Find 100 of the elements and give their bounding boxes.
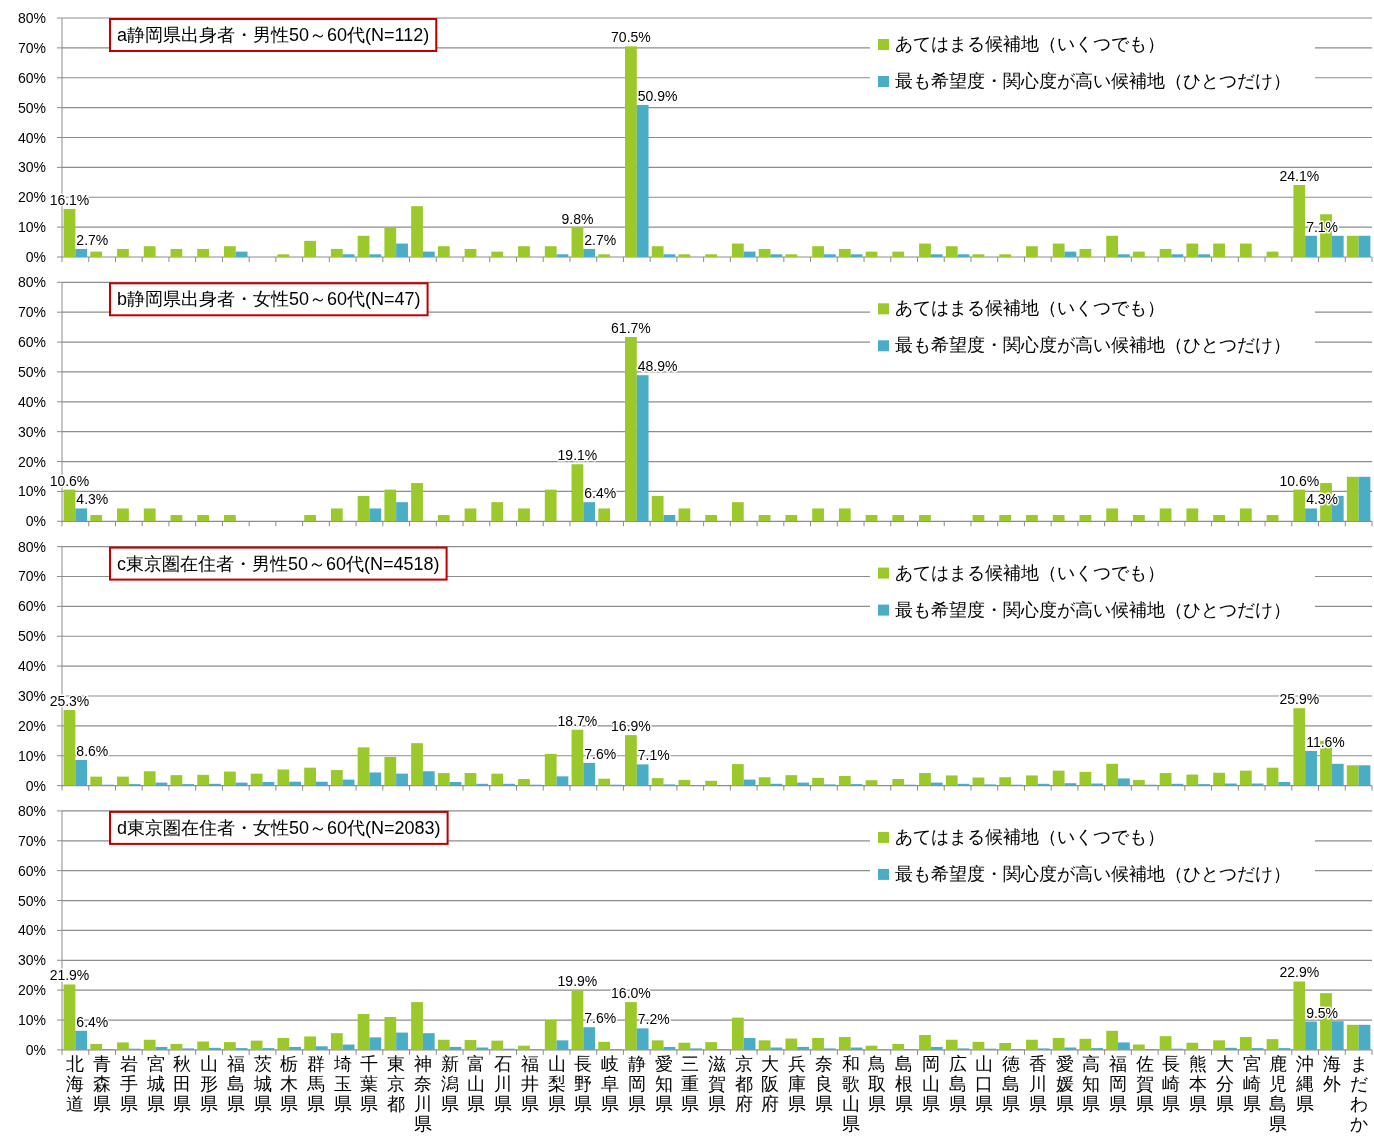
bar: [892, 1043, 905, 1050]
bar: [1026, 246, 1038, 257]
chart-title: b静岡県出身者・女性50～60代(N=47): [117, 289, 421, 310]
bar: [1052, 515, 1065, 522]
x-tick-label: 東京都: [387, 1053, 406, 1114]
bar: [812, 1037, 824, 1050]
data-label: 7.1%: [637, 747, 670, 764]
bar: [1106, 508, 1119, 522]
bar: [1198, 254, 1210, 257]
bar: [63, 984, 76, 1050]
bar: [1346, 1024, 1359, 1050]
bar: [90, 251, 103, 257]
y-tick-label: 70%: [17, 304, 46, 321]
bar: [250, 1040, 263, 1050]
chart-title: c東京圏在住者・男性50～60代(N=4518): [117, 553, 440, 574]
bar: [1266, 1039, 1279, 1050]
bar: [143, 1039, 156, 1050]
bar: [491, 502, 504, 522]
x-tick-label: 岡山県: [921, 1053, 940, 1114]
bar: [357, 235, 370, 257]
data-label: 6.4%: [76, 1013, 109, 1030]
data-label: 48.9%: [637, 358, 678, 375]
bar: [850, 254, 863, 257]
bar: [930, 254, 943, 257]
y-tick-label: 10%: [17, 483, 46, 500]
bar: [758, 777, 771, 786]
bar: [411, 743, 423, 786]
x-tick-label: 岐阜県: [601, 1053, 620, 1114]
bar: [330, 1033, 343, 1050]
bar: [1305, 508, 1317, 522]
bar: [1186, 243, 1199, 257]
y-tick-label: 60%: [17, 598, 46, 615]
y-tick-label: 80%: [17, 802, 46, 819]
bar: [945, 246, 958, 257]
bar: [678, 779, 691, 786]
bar: [90, 515, 103, 522]
legend-label: あてはまる候補地（いくつでも）: [895, 562, 1165, 583]
bar: [999, 1043, 1012, 1050]
bar: [731, 764, 744, 786]
bar: [464, 508, 477, 522]
bar: [838, 1037, 851, 1050]
data-label: 70.5%: [611, 29, 651, 46]
y-tick-label: 60%: [17, 334, 46, 351]
data-label: 7.2%: [637, 1011, 670, 1028]
bar: [1213, 772, 1225, 786]
bar: [731, 502, 744, 522]
x-tick-label: 神奈川県: [413, 1053, 432, 1134]
bar: [999, 254, 1012, 257]
x-tick-label: 大分県: [1215, 1053, 1234, 1114]
bar: [1091, 783, 1104, 786]
bar: [892, 515, 905, 522]
bar: [999, 515, 1012, 522]
bar: [384, 1017, 397, 1050]
x-tick-label: 福島県: [226, 1053, 245, 1114]
bar: [1106, 763, 1119, 786]
bar: [369, 254, 382, 257]
y-tick-label: 80%: [17, 538, 46, 555]
bar: [304, 515, 316, 522]
y-tick-label: 40%: [17, 129, 46, 146]
bar: [75, 1030, 88, 1050]
data-label: 25.3%: [49, 693, 90, 710]
chart-title: d東京圏在住者・女性50～60代(N=2083): [117, 817, 441, 838]
x-tick-label: 大阪府: [761, 1053, 780, 1114]
bar: [785, 1038, 798, 1050]
bar: [315, 1046, 328, 1050]
bar: [491, 1040, 504, 1050]
bar: [1293, 489, 1306, 522]
data-label: 11.6%: [1306, 733, 1345, 750]
x-tick-label: 岩手県: [119, 1053, 138, 1114]
bar: [1171, 254, 1184, 257]
x-tick-label: 栃木県: [280, 1053, 299, 1114]
data-label: 7.6%: [584, 745, 617, 762]
bar: [277, 254, 290, 257]
bar: [518, 1045, 530, 1050]
bar: [518, 779, 530, 786]
bar: [289, 781, 302, 786]
bar: [571, 990, 584, 1050]
bar: [651, 246, 664, 257]
data-label: 9.8%: [561, 210, 594, 227]
bar: [63, 489, 76, 522]
bar: [1346, 765, 1359, 786]
bar: [342, 779, 355, 786]
bar: [930, 782, 943, 786]
x-tick-label: 山梨県: [547, 1053, 566, 1114]
bar: [945, 775, 958, 786]
bar: [437, 773, 450, 786]
bar: [75, 759, 88, 786]
y-tick-label: 50%: [17, 363, 46, 380]
x-tick-label: 長崎県: [1162, 1053, 1181, 1114]
data-label: 22.9%: [1279, 964, 1320, 981]
y-tick-label: 60%: [17, 862, 46, 879]
bar: [1331, 763, 1344, 786]
data-label: 24.1%: [1279, 168, 1320, 184]
bar: [277, 1037, 290, 1050]
bar: [865, 780, 878, 786]
bar: [117, 1042, 129, 1050]
x-tick-label: 福岡県: [1109, 1053, 1128, 1114]
bar: [544, 246, 557, 257]
bar: [437, 515, 450, 522]
bar: [437, 1039, 450, 1050]
